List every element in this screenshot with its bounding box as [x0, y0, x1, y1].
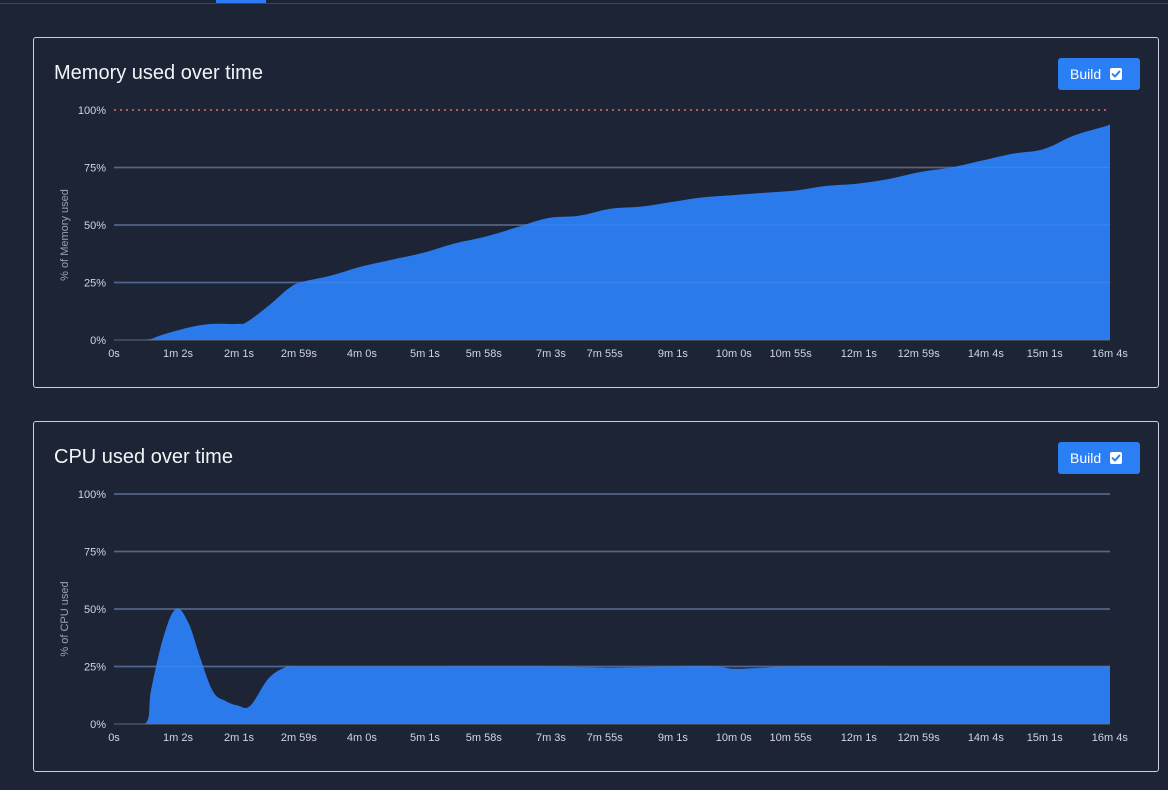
cpu-y-tick-label: 75% — [84, 547, 106, 559]
memory-x-tick-label: 0s — [108, 348, 120, 360]
memory-x-tick-label: 15m 1s — [1027, 348, 1064, 360]
memory-x-tick-label: 9m 1s — [658, 348, 688, 360]
cpu-y-tick-label: 25% — [84, 662, 106, 674]
active-tab-indicator — [216, 0, 266, 3]
cpu-x-tick-label: 7m 3s — [536, 732, 566, 744]
memory-area-series — [114, 123, 1110, 340]
cpu-x-tick-label: 2m 59s — [281, 732, 318, 744]
memory-x-tick-label: 5m 1s — [410, 348, 440, 360]
cpu-x-tick-label: 9m 1s — [658, 732, 688, 744]
cpu-y-tick-label: 100% — [78, 489, 106, 501]
cpu-x-tick-label: 12m 1s — [841, 732, 878, 744]
cpu-y-axis-title: % of CPU used — [59, 581, 71, 656]
memory-chart-panel: Memory used over time Build 0% 25% 50% 75% 1… — [33, 37, 1159, 388]
cpu-x-tick-label: 5m 58s — [466, 732, 503, 744]
tab-bar — [0, 0, 1168, 4]
cpu-chart-panel: CPU used over time Build 0% 25% 50% 75% 100%… — [33, 421, 1159, 772]
memory-y-tick-label: 25% — [84, 278, 106, 290]
memory-y-tick-label: 100% — [78, 105, 106, 117]
memory-y-tick-label: 0% — [90, 335, 106, 347]
checkbox-checked-icon[interactable] — [1110, 452, 1122, 464]
cpu-build-toggle-label: Build — [1070, 450, 1102, 466]
memory-x-tick-label: 14m 4s — [968, 348, 1005, 360]
cpu-x-tick-label: 4m 0s — [347, 732, 377, 744]
memory-x-tick-label: 7m 55s — [587, 348, 624, 360]
cpu-x-tick-label: 16m 4s — [1092, 732, 1129, 744]
cpu-x-tick-label: 10m 0s — [716, 732, 753, 744]
cpu-x-tick-label: 5m 1s — [410, 732, 440, 744]
memory-x-tick-label: 12m 59s — [898, 348, 941, 360]
cpu-x-tick-label: 10m 55s — [770, 732, 813, 744]
checkbox-checked-icon[interactable] — [1110, 68, 1122, 80]
memory-x-tick-label: 2m 59s — [281, 348, 318, 360]
memory-x-tick-label: 10m 55s — [770, 348, 813, 360]
memory-y-tick-label: 75% — [84, 163, 106, 175]
memory-x-tick-label: 7m 3s — [536, 348, 566, 360]
cpu-x-tick-label: 15m 1s — [1027, 732, 1064, 744]
cpu-y-tick-label: 50% — [84, 604, 106, 616]
cpu-y-tick-label: 0% — [90, 719, 106, 731]
cpu-x-tick-label: 2m 1s — [224, 732, 254, 744]
cpu-build-toggle-button[interactable]: Build — [1058, 442, 1140, 474]
memory-y-tick-label: 50% — [84, 220, 106, 232]
memory-build-toggle-button[interactable]: Build — [1058, 58, 1140, 90]
cpu-x-tick-label: 12m 59s — [898, 732, 941, 744]
memory-x-tick-label: 10m 0s — [716, 348, 753, 360]
memory-x-tick-label: 12m 1s — [841, 348, 878, 360]
memory-x-tick-label: 5m 58s — [466, 348, 503, 360]
memory-x-tick-label: 1m 2s — [163, 348, 193, 360]
memory-y-axis-title: % of Memory used — [59, 189, 71, 281]
memory-x-tick-label: 16m 4s — [1092, 348, 1129, 360]
cpu-area-chart: 0% 25% 50% 75% 100% 0s 1m 2s 2m 1s 2m 59s 4m 0s 5m… — [59, 489, 1129, 744]
cpu-chart-title: CPU used over time — [54, 446, 233, 468]
cpu-area-series — [114, 608, 1110, 724]
memory-area-chart: 0% 25% 50% 75% 100% 0s 1m 2s 2m 1s 2m 59s 4m 0s 5m… — [59, 105, 1129, 360]
cpu-x-tick-label: 14m 4s — [968, 732, 1005, 744]
memory-x-tick-label: 4m 0s — [347, 348, 377, 360]
memory-build-toggle-label: Build — [1070, 66, 1102, 82]
cpu-x-tick-label: 1m 2s — [163, 732, 193, 744]
memory-chart-title: Memory used over time — [54, 62, 263, 84]
cpu-x-tick-label: 7m 55s — [587, 732, 624, 744]
cpu-x-tick-label: 0s — [108, 732, 120, 744]
memory-x-tick-label: 2m 1s — [224, 348, 254, 360]
